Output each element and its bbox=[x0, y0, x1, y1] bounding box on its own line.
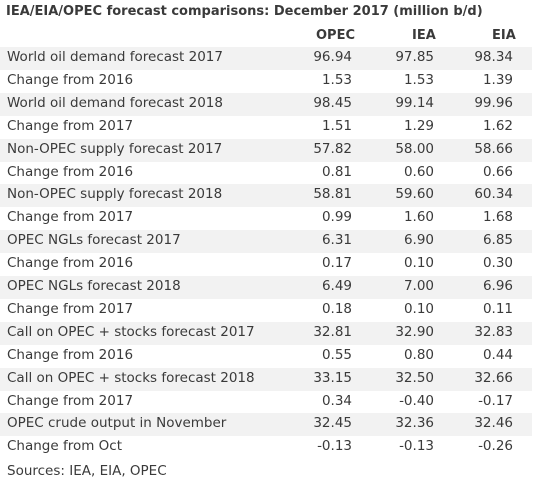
row-value-opec: 58.81 bbox=[313, 186, 352, 203]
row-value-iea: 32.90 bbox=[395, 323, 434, 340]
row-label: World oil demand forecast 2017 bbox=[7, 49, 223, 65]
table-row: Non-OPEC supply forecast 2017 57.82 58.00 5… bbox=[0, 138, 532, 162]
row-value-iea: 0.10 bbox=[403, 300, 434, 317]
row-label: Change from 2017 bbox=[7, 209, 134, 226]
table-row: Change from Oct -0.13 -0.13 -0.26 bbox=[0, 436, 532, 459]
table-row: OPEC NGLs forecast 2017 6.31 6.90 6.85 bbox=[0, 230, 532, 254]
row-value-eia: 1.68 bbox=[482, 209, 513, 226]
row-value-opec: 96.94 bbox=[313, 49, 352, 65]
table-row: Change from 2016 0.55 0.80 0.44 bbox=[0, 345, 532, 368]
row-value-iea: 97.85 bbox=[395, 49, 434, 65]
table-row: OPEC NGLs forecast 2018 6.49 7.00 6.96 bbox=[0, 276, 532, 299]
row-label: OPEC NGLs forecast 2018 bbox=[7, 278, 181, 294]
row-value-eia: 6.85 bbox=[482, 232, 513, 249]
column-header-iea: IEA bbox=[412, 28, 436, 43]
row-value-iea: 99.14 bbox=[395, 94, 434, 111]
row-value-eia: 0.44 bbox=[482, 346, 513, 363]
row-value-opec: 0.55 bbox=[321, 346, 352, 363]
row-value-opec: 1.53 bbox=[321, 71, 352, 88]
row-label: Change from 2016 bbox=[7, 255, 134, 272]
row-value-eia: 32.83 bbox=[474, 323, 513, 340]
row-value-eia: 0.11 bbox=[482, 300, 513, 317]
row-label: Change from 2016 bbox=[7, 163, 134, 180]
row-value-opec: 33.15 bbox=[313, 369, 352, 386]
table-title: IEA/EIA/OPEC forecast comparisons: Decem… bbox=[6, 4, 483, 19]
row-label: Change from 2017 bbox=[7, 392, 134, 409]
row-value-eia: 32.66 bbox=[474, 369, 513, 386]
row-value-iea: 7.00 bbox=[403, 278, 434, 294]
row-value-iea: 32.50 bbox=[395, 369, 434, 386]
table-row: Change from 2017 1.51 1.29 1.62 bbox=[0, 116, 532, 139]
table-row: Call on OPEC + stocks forecast 2018 33.15… bbox=[0, 367, 532, 391]
row-value-iea: 58.00 bbox=[395, 140, 434, 157]
row-value-eia: -0.26 bbox=[478, 438, 513, 455]
row-label: Change from Oct bbox=[7, 438, 123, 455]
row-value-iea: 32.36 bbox=[395, 415, 434, 432]
table-row: Call on OPEC + stocks forecast 2017 32.81… bbox=[0, 321, 532, 345]
row-value-opec: 0.18 bbox=[321, 300, 352, 317]
row-value-opec: 0.17 bbox=[321, 255, 352, 272]
table-row: OPEC crude output in November 32.45 32.36 3… bbox=[0, 413, 532, 437]
table-row: Change from 2017 0.18 0.10 0.11 bbox=[0, 299, 532, 322]
sources-note: Sources: IEA, EIA, OPEC bbox=[7, 463, 167, 479]
row-label: Non-OPEC supply forecast 2018 bbox=[7, 186, 223, 203]
row-value-iea: 59.60 bbox=[395, 186, 434, 203]
row-value-iea: -0.40 bbox=[399, 392, 434, 409]
row-value-opec: 1.51 bbox=[321, 117, 352, 134]
table-row: Change from 2017 0.99 1.60 1.68 bbox=[0, 207, 532, 230]
row-value-opec: 32.45 bbox=[313, 415, 352, 432]
row-value-iea: 1.29 bbox=[403, 117, 434, 134]
row-value-iea: 1.60 bbox=[403, 209, 434, 226]
row-label: OPEC NGLs forecast 2017 bbox=[7, 232, 181, 249]
row-value-eia: 99.96 bbox=[474, 94, 513, 111]
column-header-eia: EIA bbox=[492, 28, 516, 43]
column-header-opec: OPEC bbox=[316, 28, 355, 43]
table-row: Change from 2016 0.17 0.10 0.30 bbox=[0, 253, 532, 276]
row-value-opec: 6.49 bbox=[321, 278, 352, 294]
row-value-eia: 60.34 bbox=[474, 186, 513, 203]
row-value-opec: 57.82 bbox=[313, 140, 352, 157]
row-label: OPEC crude output in November bbox=[7, 415, 227, 432]
row-value-iea: 1.53 bbox=[403, 71, 434, 88]
row-value-iea: -0.13 bbox=[399, 438, 434, 455]
row-value-opec: 98.45 bbox=[313, 94, 352, 111]
row-value-eia: 58.66 bbox=[474, 140, 513, 157]
row-label: Change from 2017 bbox=[7, 300, 134, 317]
row-value-opec: 32.81 bbox=[313, 323, 352, 340]
table-row: Change from 2016 1.53 1.53 1.39 bbox=[0, 70, 532, 93]
row-value-eia: 0.66 bbox=[482, 163, 513, 180]
row-value-opec: 6.31 bbox=[321, 232, 352, 249]
row-value-opec: 0.99 bbox=[321, 209, 352, 226]
table-row: Change from 2016 0.81 0.60 0.66 bbox=[0, 162, 532, 185]
table-row: World oil demand forecast 2017 96.94 97.85… bbox=[0, 47, 532, 70]
row-value-eia: 98.34 bbox=[474, 49, 513, 65]
row-value-opec: 0.34 bbox=[321, 392, 352, 409]
row-value-iea: 0.80 bbox=[403, 346, 434, 363]
row-label: Change from 2016 bbox=[7, 346, 134, 363]
row-label: Call on OPEC + stocks forecast 2018 bbox=[7, 369, 255, 386]
row-value-iea: 6.90 bbox=[403, 232, 434, 249]
row-value-eia: 0.30 bbox=[482, 255, 513, 272]
row-label: Change from 2016 bbox=[7, 71, 134, 88]
row-value-eia: 1.62 bbox=[482, 117, 513, 134]
row-value-eia: 32.46 bbox=[474, 415, 513, 432]
row-value-eia: 1.39 bbox=[482, 71, 513, 88]
row-value-eia: -0.17 bbox=[478, 392, 513, 409]
row-label: Change from 2017 bbox=[7, 117, 134, 134]
row-label: Non-OPEC supply forecast 2017 bbox=[7, 140, 223, 157]
table-row: Non-OPEC supply forecast 2018 58.81 59.60 6… bbox=[0, 184, 532, 208]
row-value-opec: -0.13 bbox=[317, 438, 352, 455]
row-label: Call on OPEC + stocks forecast 2017 bbox=[7, 323, 255, 340]
table-row: World oil demand forecast 2018 98.45 99.14… bbox=[0, 92, 532, 116]
row-value-iea: 0.10 bbox=[403, 255, 434, 272]
table-row: Change from 2017 0.34 -0.40 -0.17 bbox=[0, 391, 532, 414]
row-value-eia: 6.96 bbox=[482, 278, 513, 294]
row-label: World oil demand forecast 2018 bbox=[7, 94, 223, 111]
row-value-iea: 0.60 bbox=[403, 163, 434, 180]
row-value-opec: 0.81 bbox=[321, 163, 352, 180]
